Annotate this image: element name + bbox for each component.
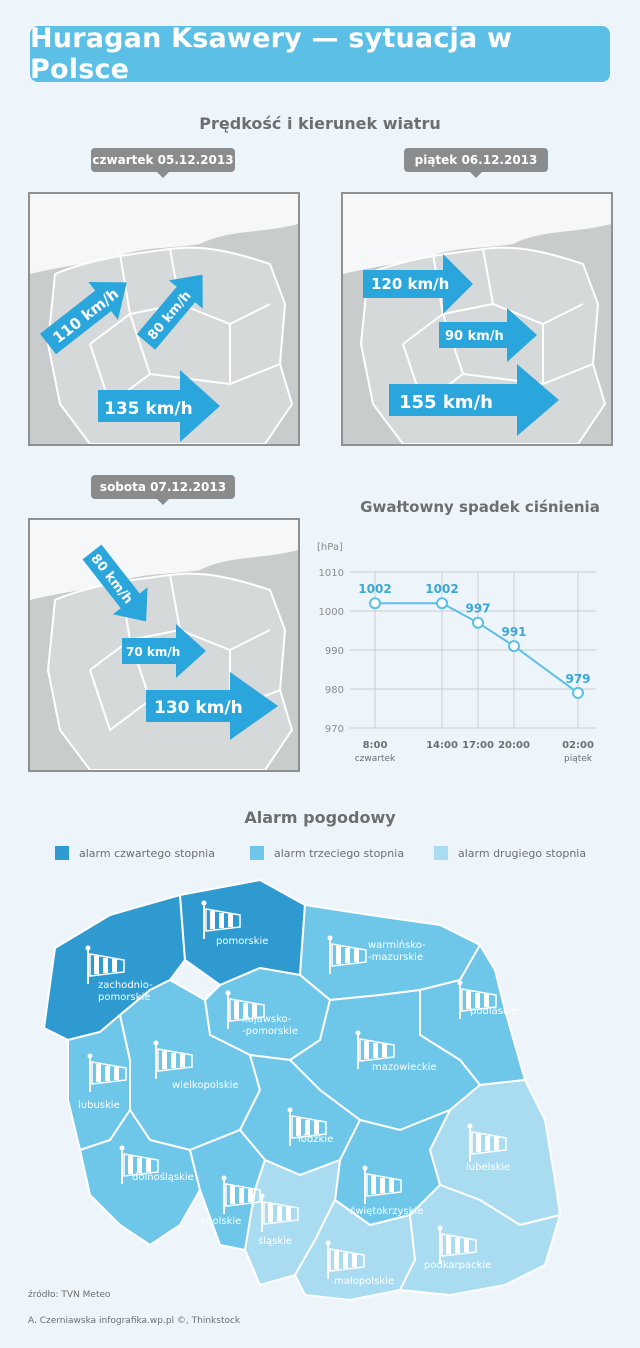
wind-arrow-5: 90 km/h <box>439 308 537 362</box>
pressure-chart: [hPa] 1010 1000 990 980 970 8:00 14:00 17:00 20:… <box>317 542 596 764</box>
data-point <box>572 686 584 699</box>
y-tick-label: 1010 <box>319 568 344 579</box>
date-tag-thursday: czwartek 05.12.2013 <box>91 148 235 178</box>
region-pomorskie <box>178 878 307 987</box>
wind-arrow-3: 135 km/h <box>98 370 220 442</box>
legend-label-4: alarm czwartego stopnia <box>79 846 215 860</box>
data-point <box>369 597 381 610</box>
data-label: 991 <box>501 625 526 639</box>
region-label-mazowieckie: mazowieckie <box>372 1062 437 1073</box>
wind-arrow-4: 120 km/h <box>363 254 473 314</box>
wind-map-thursday-graphic: 110 km/h 80 km/h 135 km/h <box>30 194 298 444</box>
source-note: źródło: TVN Meteo <box>28 1290 111 1300</box>
region-label-warminsko: warmińsko--mazurskie <box>368 939 426 963</box>
y-tick-label: 990 <box>325 646 344 657</box>
data-label: 979 <box>565 672 590 686</box>
wind-map-saturday: 80 km/h 70 km/h 130 km/h <box>28 518 300 772</box>
date-tag-saturday: sobota 07.12.2013 <box>91 475 235 505</box>
title-banner: Huragan Ksawery — sytuacja w Polsce <box>30 23 610 85</box>
region-label-opolskie: opolskie <box>200 1216 241 1227</box>
region-label-wielkopolskie: wielkopolskie <box>172 1080 239 1091</box>
legend-item-2: alarm drugiego stopnia <box>434 846 586 860</box>
wind-arrow-3-label: 135 km/h <box>104 399 193 419</box>
x-tick-label: 02:00 <box>562 740 594 751</box>
alarm-map: zachodnio-pomorskie pomorskie warmińsko-… <box>42 878 562 1302</box>
wind-arrow-8: 70 km/h <box>122 624 206 678</box>
y-tick-label: 1000 <box>319 607 344 618</box>
wind-arrow-5-label: 90 km/h <box>445 329 504 344</box>
region-label-slaskie: śląskie <box>258 1235 292 1247</box>
credits-note: A. Czerniawska infografika.wp.pl ©, Thin… <box>28 1316 241 1326</box>
legend-label-2: alarm drugiego stopnia <box>458 846 587 860</box>
x-tick-label: 14:00 <box>426 740 458 751</box>
alarm-section-title: Alarm pogodowy <box>244 808 396 827</box>
wind-section-title: Prędkość i kierunek wiatru <box>199 114 441 133</box>
data-point <box>472 616 484 629</box>
x-sub-label-first: czwartek <box>355 754 396 764</box>
data-label: 1002 <box>425 582 458 596</box>
data-label: 997 <box>465 602 490 616</box>
pressure-section-title: Gwałtowny spadek ciśnienia <box>360 498 600 516</box>
region-podkarpackie <box>398 1183 562 1297</box>
legend-swatch-3 <box>250 846 264 860</box>
region-label-podlaskie: podlaskie <box>470 1006 518 1017</box>
x-tick-label: 8:00 <box>363 740 388 751</box>
wind-map-thursday: 110 km/h 80 km/h 135 km/h <box>28 192 300 446</box>
page-title: Huragan Ksawery — sytuacja w Polsce <box>30 23 513 85</box>
legend-item-3: alarm trzeciego stopnia <box>250 846 404 860</box>
x-tick-label: 20:00 <box>498 740 530 751</box>
data-point <box>436 597 448 610</box>
wind-arrow-8-label: 70 km/h <box>126 645 180 659</box>
date-tag-label: czwartek 05.12.2013 <box>92 153 234 167</box>
region-label-malopolskie: małopolskie <box>334 1276 394 1287</box>
data-point <box>508 640 520 653</box>
wind-map-friday-graphic: 120 km/h 90 km/h 155 km/h <box>343 194 611 444</box>
region-label-pomorskie: pomorskie <box>216 936 268 947</box>
x-sub-label-last: piątek <box>564 754 593 764</box>
wind-map-saturday-graphic: 80 km/h 70 km/h 130 km/h <box>30 520 298 770</box>
data-label: 1002 <box>358 582 391 596</box>
wind-arrow-9: 130 km/h <box>146 672 278 740</box>
region-label-lodzkie: łódzkie <box>298 1133 333 1145</box>
date-tag-label: sobota 07.12.2013 <box>99 480 227 494</box>
date-tag-label: piątek 06.12.2013 <box>414 153 538 167</box>
region-label-zachodniopomorskie: zachodnio-pomorskie <box>98 980 153 1003</box>
y-tick-label: 970 <box>325 724 344 735</box>
region-label-swietokrzyskie: świętokrzyskie <box>350 1205 423 1217</box>
legend-swatch-4 <box>55 846 69 860</box>
y-tick-label: 980 <box>325 685 344 696</box>
legend-label-3: alarm trzeciego stopnia <box>274 846 405 860</box>
pressure-line <box>375 602 579 694</box>
legend-swatch-2 <box>434 846 448 860</box>
wind-arrow-9-label: 130 km/h <box>154 698 243 718</box>
y-unit-label: [hPa] <box>317 542 343 553</box>
wind-arrow-6: 155 km/h <box>389 364 559 436</box>
region-label-podkarpackie: podkarpackie <box>424 1260 491 1271</box>
region-label-kujawsko: kujawsko--pomorskie <box>242 1014 298 1037</box>
wind-arrow-6-label: 155 km/h <box>399 392 493 413</box>
region-label-lubelskie: lubelskie <box>466 1162 510 1173</box>
region-label-lubuskie: lubuskie <box>78 1100 120 1111</box>
region-label-dolnoslaskie: dolnośląskie <box>132 1171 194 1183</box>
wind-arrow-4-label: 120 km/h <box>371 275 449 293</box>
x-tick-label: 17:00 <box>462 740 494 751</box>
date-tag-friday: piątek 06.12.2013 <box>404 148 548 178</box>
legend-item-4: alarm czwartego stopnia <box>55 846 215 860</box>
wind-map-friday: 120 km/h 90 km/h 155 km/h <box>341 192 613 446</box>
